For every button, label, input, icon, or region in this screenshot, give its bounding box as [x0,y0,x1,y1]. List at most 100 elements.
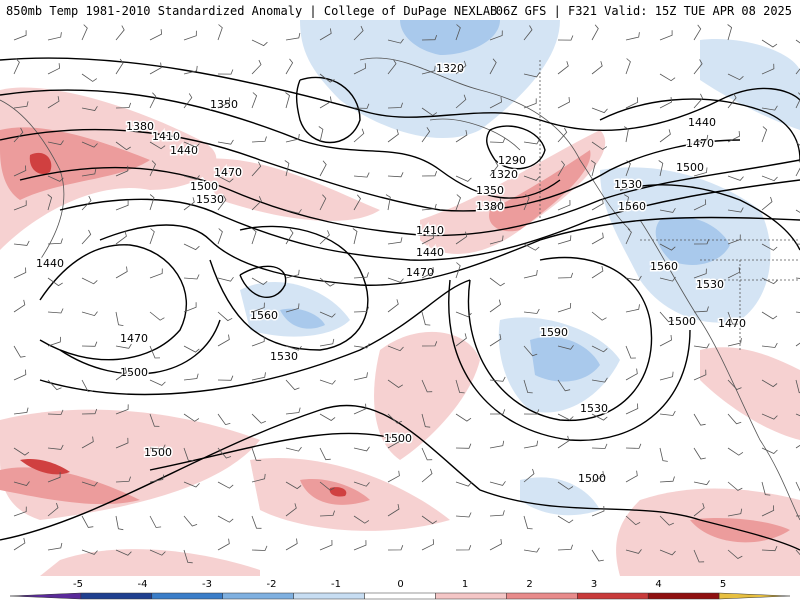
wind-barb [795,68,800,75]
contour-label-1470: 1470 [214,166,242,179]
wind-barb [183,413,200,422]
wind-barb [47,444,64,450]
wind-barb [183,65,198,75]
wind-barb [13,447,30,456]
contour-label-1470d: 1470 [686,137,714,150]
wind-barb [761,63,775,75]
wind-barb [489,137,506,143]
wind-barb [353,481,370,487]
wind-barb [761,311,778,320]
contour-label-1500e: 1500 [144,446,172,459]
wind-barb [285,209,302,214]
wind-barb [319,28,332,41]
wind-barb [115,437,129,449]
wind-barb [285,345,302,351]
wind-barb [251,372,266,381]
wind-barb [149,549,166,556]
wind-barb [81,106,98,111]
wind-barb [693,59,703,75]
wind-barb [693,24,702,41]
wind-barb [115,141,131,151]
wind-barb [659,447,668,462]
wind-barb [353,194,361,211]
wind-barb [81,141,98,148]
weather-map: 1320 1350 1380 1410 1440 1470 1500 1530 … [0,20,800,576]
colorbar-tick-label: 1 [462,579,468,590]
wind-barb [285,92,290,109]
wind-barb [217,175,234,183]
wind-barb [217,24,223,41]
contour-label-1560: 1560 [250,309,278,322]
wind-barb [251,228,257,245]
wind-barb [727,73,744,81]
wind-barb [795,549,800,556]
colorbar-tick-label: 0 [397,579,403,590]
contour-label-1440: 1440 [170,144,198,157]
contour-label-1500: 1500 [190,180,218,193]
wind-barb [251,92,258,109]
wind-barb [693,369,707,381]
wind-barb [591,232,604,245]
wind-barb [557,435,570,449]
wind-barb [591,505,605,517]
wind-barb [285,446,302,452]
wind-barb [761,277,778,285]
wind-barb [625,368,638,381]
colorbar-segment [80,592,153,600]
wind-barb [183,373,199,381]
wind-barb [489,510,505,517]
wind-barb [47,32,62,41]
wind-barb [285,481,302,490]
wind-barb [217,97,231,109]
wind-barb [421,539,435,551]
wind-barb [149,515,162,528]
wind-barb [591,345,608,353]
wind-barb [489,376,506,382]
wind-barb [13,369,27,381]
wind-barb [387,277,404,283]
wind-barb [455,379,465,394]
wind-barb [217,195,227,211]
wind-barb [13,345,26,358]
wind-barb [353,540,367,551]
wind-barb [421,127,431,143]
wind-barb [693,413,706,426]
wind-barb [251,545,268,551]
wind-barb [727,549,743,559]
wind-barb [659,73,676,82]
wind-barb [183,175,200,180]
wind-barb [217,311,233,322]
wind-barb [319,338,335,347]
wind-barb [285,538,298,551]
wind-barb [523,194,530,211]
wind-barb [727,24,733,41]
wind-barb [761,105,778,111]
colorbar-tick-label: -1 [331,579,341,590]
wind-barb [625,275,642,281]
wind-barb [795,141,800,146]
wind-barb [489,440,505,449]
wind-barb [625,549,642,554]
wind-barb [81,549,98,555]
wind-barb [489,538,502,551]
colorbar-segment [506,592,578,600]
wind-barb [455,60,467,75]
wind-barb [557,61,569,75]
wind-barb [455,130,468,143]
wind-barb [353,25,364,41]
wind-barb [285,269,300,279]
colorbar-segments [9,592,791,600]
contour-label-1530f: 1530 [696,278,724,291]
wind-barb [523,379,533,394]
wind-barb [47,409,64,415]
wind-barb [693,549,705,563]
wind-barb [251,161,262,177]
contour-label-1290: 1290 [498,154,526,167]
wind-barb [557,481,574,490]
wind-barb [557,127,568,143]
wind-barb [727,207,744,213]
wind-barb [149,141,166,150]
wind-barb [693,502,705,517]
cool-anomaly-shading [240,20,800,516]
wind-barb [455,512,472,518]
